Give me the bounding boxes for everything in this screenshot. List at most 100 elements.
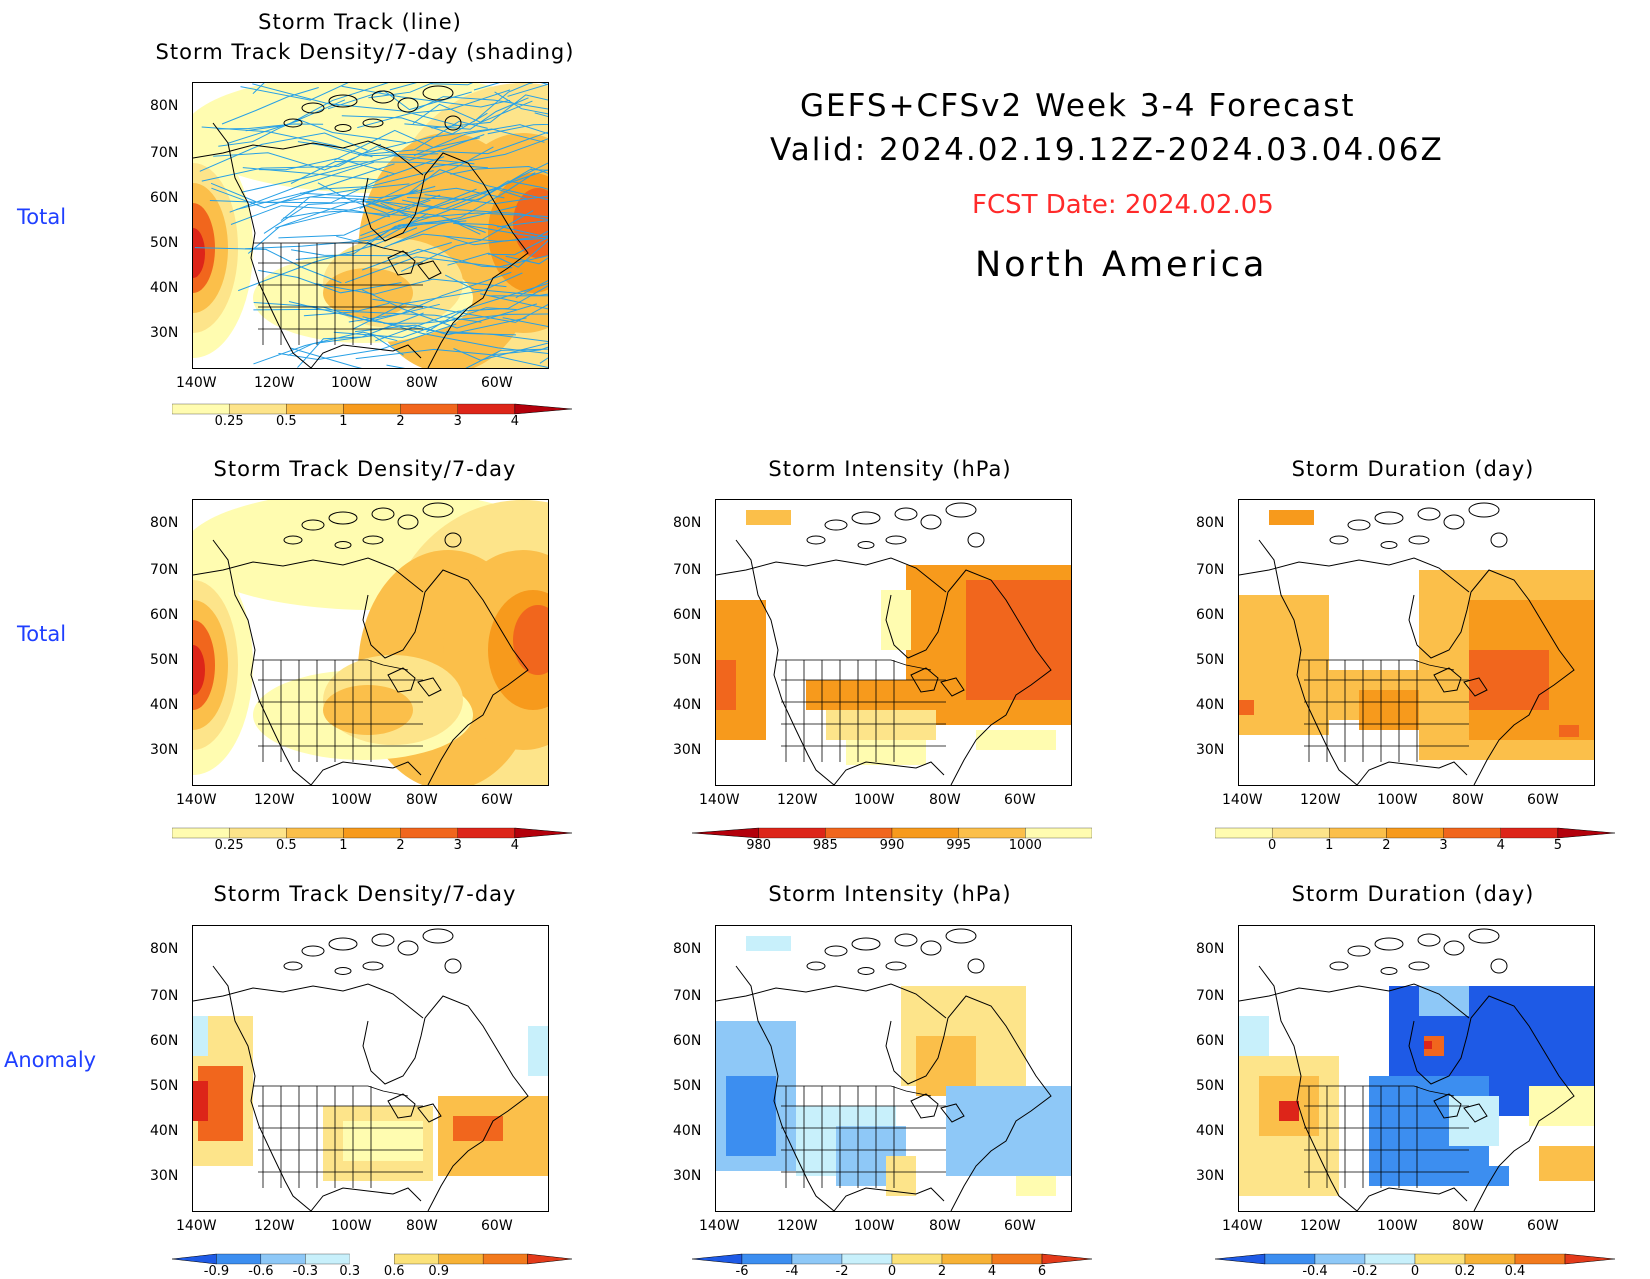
colorbar-tick-label: -0.6 — [248, 1264, 274, 1279]
colorbar-tick-label: 980 — [746, 838, 772, 853]
lat-label: 80N — [673, 941, 702, 957]
lon-label: 120W — [254, 792, 295, 808]
lat-label: 50N — [150, 652, 179, 668]
colorbar-density-anom: -0.9 -0.6 -0.3 0.3 0.6 0.9 — [172, 1252, 572, 1279]
region-name: North America — [975, 245, 1268, 285]
lon-label: 140W — [699, 792, 740, 808]
lat-label: 40N — [1196, 1123, 1225, 1139]
lat-label: 30N — [1196, 742, 1225, 758]
track-panel-title-1: Storm Track (line) — [258, 10, 462, 34]
density-total-map — [192, 499, 549, 786]
lat-label: 50N — [673, 652, 702, 668]
lat-label: 30N — [673, 742, 702, 758]
colorbar-tick-label: 0.9 — [428, 1264, 449, 1279]
lat-label: 30N — [150, 325, 179, 341]
colorbar-tick-label: 0.3 — [339, 1264, 361, 1279]
colorbar-tick-label: 4 — [510, 414, 519, 429]
header-valid: Valid: 2024.02.19.12Z-2024.03.04.06Z — [770, 132, 1444, 168]
lon-label: 140W — [1222, 1218, 1263, 1234]
colorbar-tick-label: -4 — [785, 1264, 799, 1279]
lon-label: 60W — [481, 792, 513, 808]
lat-label: 40N — [150, 1123, 179, 1139]
colorbar-tick-label: 3 — [1439, 838, 1448, 853]
lon-label: 120W — [254, 1218, 295, 1234]
lon-label: 60W — [481, 1218, 513, 1234]
colorbar-tick-label: 6 — [1037, 1264, 1047, 1279]
lon-label: 100W — [331, 1218, 372, 1234]
colorbar-tick-label: 1 — [1325, 838, 1334, 853]
lon-label: 120W — [254, 375, 295, 391]
map-canvas — [716, 502, 1071, 785]
row-label-middle: Total — [17, 622, 67, 646]
colorbar-tick-label: 3 — [453, 838, 462, 853]
lon-label: 60W — [1527, 1218, 1559, 1234]
colorbar-density: 0.25 0.5 1 2 3 4 — [172, 826, 572, 856]
lon-label: 80W — [1452, 1218, 1484, 1234]
colorbar-density-top: 0.25 0.5 1 2 3 4 — [172, 402, 572, 432]
colorbar-tick-label: -0.4 — [1302, 1264, 1328, 1279]
lon-label: 80W — [406, 375, 438, 391]
track-panel-title-2: Storm Track Density/7-day (shading) — [155, 40, 575, 64]
colorbar-intensity-anom: -6 -4 -2 0 2 4 6 — [692, 1252, 1092, 1279]
map-canvas — [193, 928, 548, 1211]
colorbar-tick-label: 1 — [339, 414, 348, 429]
lon-label: 60W — [1527, 792, 1559, 808]
colorbar-tick-label: 985 — [812, 838, 838, 853]
colorbar-tick-label: 2 — [396, 414, 405, 429]
lon-label: 100W — [1377, 792, 1418, 808]
colorbar-intensity: 980 985 990 995 1000 — [692, 826, 1092, 856]
lon-label: 60W — [1004, 1218, 1036, 1234]
density-total-title: Storm Track Density/7-day — [213, 457, 517, 481]
colorbar-duration-anom: -0.4 -0.2 0 0.2 0.4 — [1215, 1252, 1615, 1279]
lat-label: 80N — [1196, 515, 1225, 531]
lat-label: 70N — [1196, 562, 1225, 578]
fcst-date: FCST Date: 2024.02.05 — [972, 190, 1274, 220]
lat-label: 60N — [150, 190, 179, 206]
lon-label: 60W — [481, 375, 513, 391]
density-anom-title: Storm Track Density/7-day — [213, 882, 517, 906]
lat-label: 50N — [1196, 652, 1225, 668]
storm-track-map — [192, 82, 549, 369]
duration-anom-map — [1238, 925, 1595, 1212]
colorbar-tick-label: -0.9 — [203, 1264, 230, 1279]
colorbar-tick-label: 1000 — [1008, 838, 1042, 853]
colorbar-tick-label: 0.25 — [214, 414, 244, 429]
lon-label: 120W — [777, 792, 818, 808]
lon-label: 80W — [1452, 792, 1484, 808]
lon-label: 120W — [1300, 792, 1341, 808]
lat-label: 70N — [1196, 988, 1225, 1004]
lat-label: 60N — [673, 607, 702, 623]
row-label-top: Total — [17, 205, 67, 229]
lon-label: 140W — [176, 1218, 217, 1234]
map-canvas — [193, 83, 548, 368]
lat-label: 40N — [150, 280, 179, 296]
duration-total-map — [1238, 499, 1595, 786]
colorbar-tick-label: 0 — [1268, 838, 1277, 853]
lat-label: 30N — [673, 1168, 702, 1184]
colorbar-tick-label: 3 — [453, 414, 462, 429]
map-canvas — [1239, 928, 1594, 1211]
lat-label: 30N — [150, 1168, 179, 1184]
lon-label: 100W — [854, 1218, 895, 1234]
colorbar-tick-label: 0 — [1410, 1264, 1420, 1279]
map-canvas — [193, 500, 548, 785]
colorbar-tick-label: 4 — [1496, 838, 1505, 853]
lon-label: 80W — [406, 1218, 438, 1234]
colorbar-tick-label: -6 — [735, 1264, 749, 1279]
intensity-total-map — [715, 499, 1072, 786]
lat-label: 50N — [673, 1078, 702, 1094]
colorbar-tick-label: 2 — [937, 1264, 947, 1279]
lon-label: 80W — [929, 792, 961, 808]
lon-label: 60W — [1004, 792, 1036, 808]
lat-label: 60N — [150, 1033, 179, 1049]
header-title: GEFS+CFSv2 Week 3-4 Forecast — [800, 88, 1356, 124]
lat-label: 70N — [150, 988, 179, 1004]
lat-label: 30N — [150, 742, 179, 758]
lat-label: 60N — [150, 607, 179, 623]
duration-anom-title: Storm Duration (day) — [1291, 882, 1535, 906]
lat-label: 50N — [150, 235, 179, 251]
lon-label: 80W — [929, 1218, 961, 1234]
lon-label: 80W — [406, 792, 438, 808]
lat-label: 70N — [673, 988, 702, 1004]
lat-label: 60N — [1196, 1033, 1225, 1049]
